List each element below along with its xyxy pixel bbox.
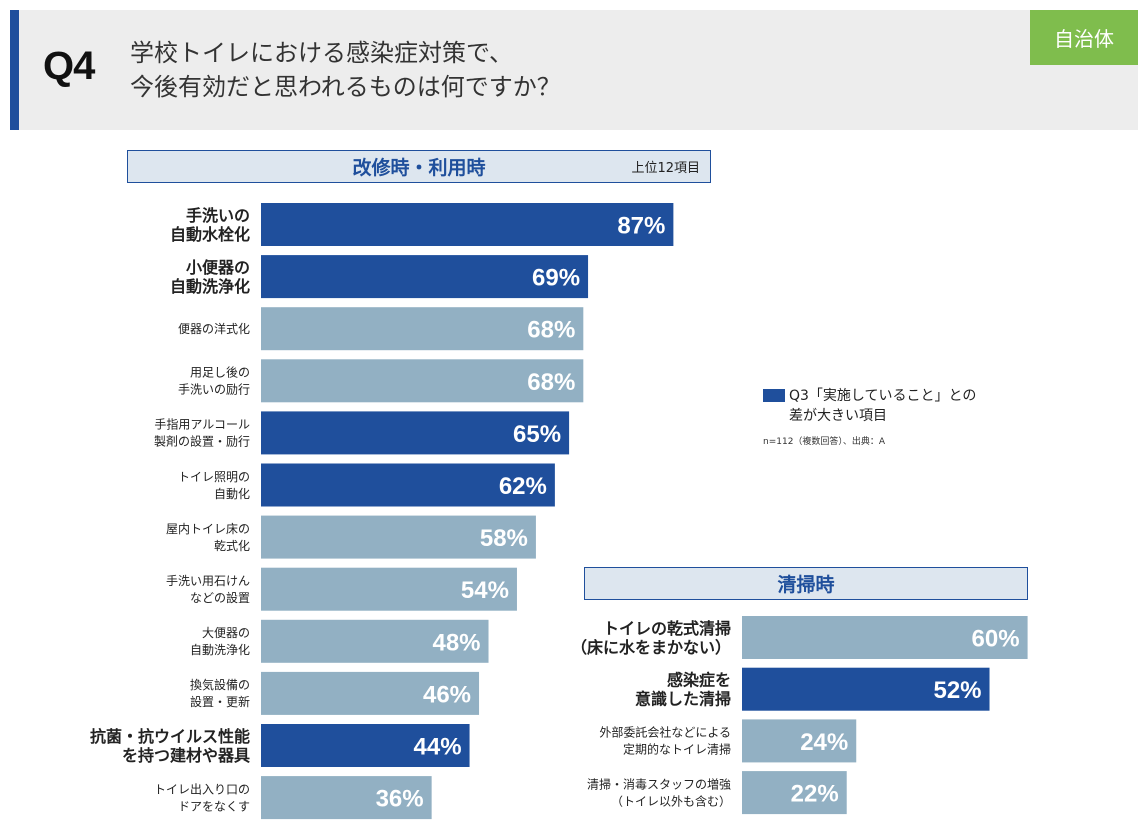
data-label: 62%: [499, 473, 547, 500]
bar: [742, 616, 1028, 659]
source-note: n=112（複数回答）、出典：A: [763, 437, 886, 447]
data-label: 68%: [527, 369, 575, 396]
category-label: 自動水栓化: [170, 225, 250, 244]
bar: [261, 619, 489, 663]
data-label: 65%: [513, 421, 561, 448]
category-label: 製剤の設置・励行: [154, 434, 250, 449]
category-label: トイレ出入り口の: [154, 782, 250, 796]
category-label: 自動洗浄化: [170, 277, 250, 296]
question-line-2: 今後有効だと思われるものは何ですか？: [130, 73, 561, 101]
section-header-cleaning: 清掃時: [584, 567, 1028, 600]
bar: [261, 567, 517, 611]
bar: [261, 359, 584, 403]
data-label: 68%: [527, 317, 575, 344]
category-label: 手洗い用石けん: [166, 574, 250, 588]
data-label: 48%: [432, 629, 480, 656]
category-label: トイレの乾式清掃: [603, 619, 731, 638]
data-label: 69%: [532, 265, 580, 292]
bar: [261, 203, 674, 246]
category-label: ドアをなくす: [178, 799, 250, 813]
bar: [742, 771, 847, 815]
bar: [261, 411, 570, 455]
category-label: 小便器の: [186, 258, 250, 277]
bar: [261, 671, 480, 715]
category-label: 便器の洋式化: [178, 321, 250, 336]
bar: [261, 463, 555, 507]
question-number: Q4: [43, 44, 95, 88]
category-label: 乾式化: [214, 539, 250, 553]
section-header-usage: 改修時・利用時 上位12項目: [127, 150, 711, 183]
category-label: 自動洗浄化: [190, 643, 250, 657]
data-label: 22%: [791, 781, 839, 808]
section-title-usage: 改修時・利用時: [352, 157, 486, 179]
data-label: 44%: [414, 734, 462, 761]
legend-text: Q3「実施していること」との 差が大きい項目: [789, 386, 1049, 426]
category-label: （トイレ以外も含む）: [611, 793, 731, 808]
bar: [261, 307, 584, 351]
category-label: 手洗いの励行: [178, 383, 250, 397]
category-label: 外部委託会社などによる: [599, 725, 731, 740]
category-label: 大便器の: [202, 626, 250, 640]
category-label: 手指用アルコール: [154, 417, 250, 432]
data-label: 54%: [461, 577, 509, 604]
category-label: 屋内トイレ床の: [166, 522, 250, 536]
question-line-1: 学校トイレにおける感染症対策で、: [130, 39, 514, 67]
data-label: 46%: [423, 681, 471, 708]
category-label: 自動化: [214, 487, 250, 501]
data-label: 52%: [933, 677, 981, 704]
category-label: を持つ建材や器具: [122, 746, 250, 765]
legend-swatch: [763, 389, 785, 402]
category-label: （床に水をまかない）: [571, 638, 731, 657]
category-label: 意識した清掃: [635, 689, 731, 708]
data-label: 60%: [972, 626, 1020, 653]
bar: [261, 515, 536, 559]
category-label: 設置・更新: [190, 694, 250, 709]
bar: [261, 776, 432, 820]
header-accent-bar: [10, 10, 19, 130]
category-label: 抗菌・抗ウイルス性能: [90, 727, 250, 746]
data-label: 24%: [800, 729, 848, 756]
data-label: 87%: [617, 213, 665, 240]
respondent-badge: 自治体: [1030, 10, 1138, 65]
data-label: 58%: [480, 525, 528, 552]
category-label: などの設置: [190, 590, 250, 605]
question-text: 学校トイレにおける感染症対策で、 今後有効だと思われるものは何ですか？: [130, 36, 561, 104]
bar: [742, 719, 857, 763]
category-label: トイレ照明の: [178, 470, 250, 484]
legend-line-2: 差が大きい項目: [789, 408, 887, 424]
question-header: Q4 学校トイレにおける感染症対策で、 今後有効だと思われるものは何ですか？ 自…: [10, 10, 1138, 130]
bar: [742, 667, 990, 711]
category-label: 手洗いの: [186, 206, 250, 225]
bar: [261, 255, 589, 299]
data-label: 36%: [376, 786, 424, 813]
top-items-note: 上位12項目: [631, 161, 700, 176]
category-label: 定期的なトイレ清掃: [623, 742, 731, 757]
category-label: 清掃・消毒スタッフの増強: [587, 776, 731, 791]
section-title-cleaning: 清掃時: [777, 574, 835, 596]
category-label: 換気設備の: [190, 677, 250, 692]
category-label: 感染症を: [667, 670, 731, 689]
category-label: 用足し後の: [190, 366, 250, 380]
legend-line-1: Q3「実施していること」との: [789, 388, 977, 404]
bar: [261, 724, 470, 767]
